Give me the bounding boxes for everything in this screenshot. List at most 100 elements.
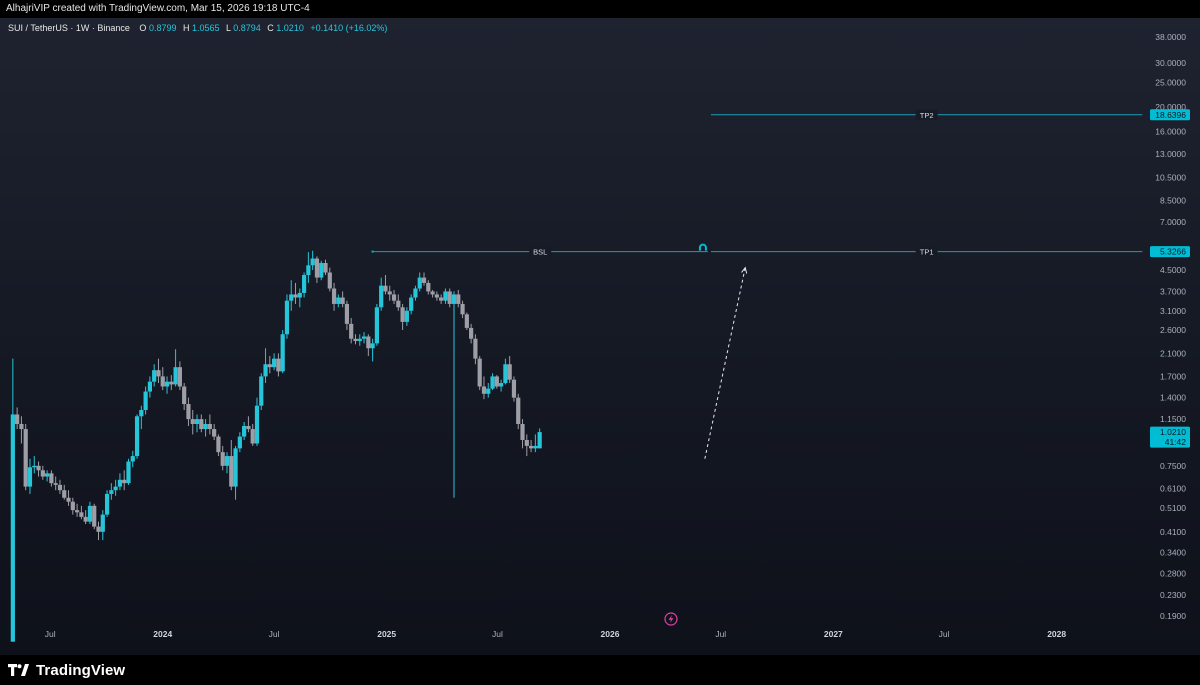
candle-body <box>250 429 255 444</box>
price-tick-label: 20.0000 <box>1155 102 1186 112</box>
tp2-label: TP2 <box>920 111 934 120</box>
magnet-icon[interactable] <box>698 243 707 251</box>
candle-body <box>349 323 354 339</box>
candle-body <box>267 364 272 368</box>
candle-body <box>331 288 337 304</box>
time-axis-label: Jul <box>45 629 56 639</box>
candle-body <box>216 436 221 453</box>
price-tick-label: 16.0000 <box>1155 126 1186 136</box>
candle-body <box>456 294 461 304</box>
candle-body <box>45 473 50 477</box>
legend-symbol: SUI / TetherUS · 1W · Binance <box>8 23 130 33</box>
candle-body <box>113 486 118 491</box>
time-axis[interactable]: Jul 2024 Jul 2025 Jul 2026 Jul 2027 Jul 2028 <box>45 629 1067 639</box>
candle-body <box>499 383 504 387</box>
price-tick-label: 1.1500 <box>1160 414 1186 424</box>
candle-body <box>130 456 135 462</box>
candle-body <box>323 262 328 273</box>
current-price-label-bg <box>1150 426 1190 448</box>
time-axis-label: 2025 <box>377 629 396 639</box>
candle-body <box>490 376 495 389</box>
candle-body <box>344 303 350 324</box>
price-tick-label: 0.5100 <box>1160 503 1186 513</box>
candle-body <box>400 307 405 322</box>
price-tick-label: 8.5000 <box>1160 196 1186 206</box>
candle-body <box>70 501 75 511</box>
candle-body <box>284 300 290 335</box>
candle-body <box>353 338 358 342</box>
candle-body <box>36 465 41 471</box>
price-tick-label: 30.0000 <box>1155 58 1186 68</box>
candle-body <box>421 277 427 283</box>
legend-high: 1.0565 <box>192 23 220 33</box>
candle-body <box>310 258 315 266</box>
candle-body <box>212 429 217 437</box>
time-axis-label: Jul <box>492 629 503 639</box>
candle-body <box>242 425 247 437</box>
candle-body <box>40 470 45 477</box>
candle-body <box>280 334 285 372</box>
legend-close-label: C <box>267 23 274 33</box>
candle-body <box>387 291 392 295</box>
candle-body <box>447 291 452 304</box>
projection-arrow-line[interactable] <box>704 267 746 459</box>
price-chart[interactable]: SUI / TetherUS · 1W · Binance O 0.8799 H… <box>0 18 1200 655</box>
candle-body <box>289 294 294 301</box>
candle-body <box>336 297 341 304</box>
candle-body <box>327 272 332 289</box>
current-price-label: 1.0210 <box>1160 427 1186 437</box>
time-axis-label: 2026 <box>601 629 620 639</box>
candle-body <box>306 265 311 276</box>
lightning-icon[interactable] <box>664 612 678 626</box>
candle-body <box>537 432 542 449</box>
tradingview-logo[interactable]: TradingView <box>8 658 125 682</box>
candle-body <box>443 291 448 301</box>
candle-body <box>366 336 371 349</box>
candle-body <box>528 445 534 449</box>
price-tick-label: 0.2300 <box>1160 590 1186 600</box>
time-axis-label: 2028 <box>1047 629 1066 639</box>
lightning-ring <box>664 612 678 626</box>
candle-body <box>524 439 529 446</box>
candle-body <box>147 381 153 392</box>
time-axis-label: 2027 <box>824 629 843 639</box>
price-tick-label: 0.2800 <box>1160 568 1186 578</box>
price-tick-label: 3.1000 <box>1160 306 1186 316</box>
candle-body <box>391 294 397 301</box>
price-tick-label: 4.5000 <box>1160 265 1186 275</box>
candle-body <box>503 364 508 384</box>
candle-body <box>62 490 67 498</box>
tp2-price-label: 18.6396 <box>1155 110 1186 120</box>
candle-body <box>19 423 24 430</box>
candle-body <box>173 367 178 385</box>
legend-low-label: L <box>226 23 231 33</box>
candle-body <box>203 423 208 430</box>
legend-change: +0.1410 (+16.02%) <box>310 23 387 33</box>
candle-body <box>464 314 469 328</box>
svg-text:SUI / TetherUS · 1W · Binance: SUI / TetherUS · 1W · Binance O 0.8799 H… <box>8 23 387 33</box>
candle-body <box>194 419 200 424</box>
candle-body <box>92 505 97 527</box>
candle-body <box>383 285 388 292</box>
candle-body <box>27 467 33 487</box>
tp2-label-bg <box>915 109 938 120</box>
candle-body <box>15 414 20 424</box>
candle-body <box>156 370 161 377</box>
price-tick-label: 1.4000 <box>1160 393 1186 403</box>
candle-body <box>426 282 431 292</box>
candle-body <box>494 376 499 387</box>
candle-body <box>49 473 54 484</box>
candle-body <box>516 397 521 424</box>
candle-body <box>96 526 101 532</box>
annotations-layer[interactable]: BSL TP1 TP2 <box>371 109 1143 626</box>
bsl-label: BSL <box>533 248 547 257</box>
candle-body <box>259 376 264 406</box>
candle-body <box>340 297 345 304</box>
chart-area[interactable]: SUI / TetherUS · 1W · Binance O 0.8799 H… <box>0 18 1200 655</box>
created-with-text: AlhajriVIP created with TradingView.com,… <box>6 3 310 14</box>
price-axis[interactable]: 38.0000 30.0000 25.0000 20.0000 16.0000 13.00… <box>1150 32 1190 621</box>
candle-body <box>404 310 409 322</box>
price-tick-label: 0.4100 <box>1160 527 1186 537</box>
candle-body <box>417 277 422 289</box>
candle-body <box>434 294 439 298</box>
